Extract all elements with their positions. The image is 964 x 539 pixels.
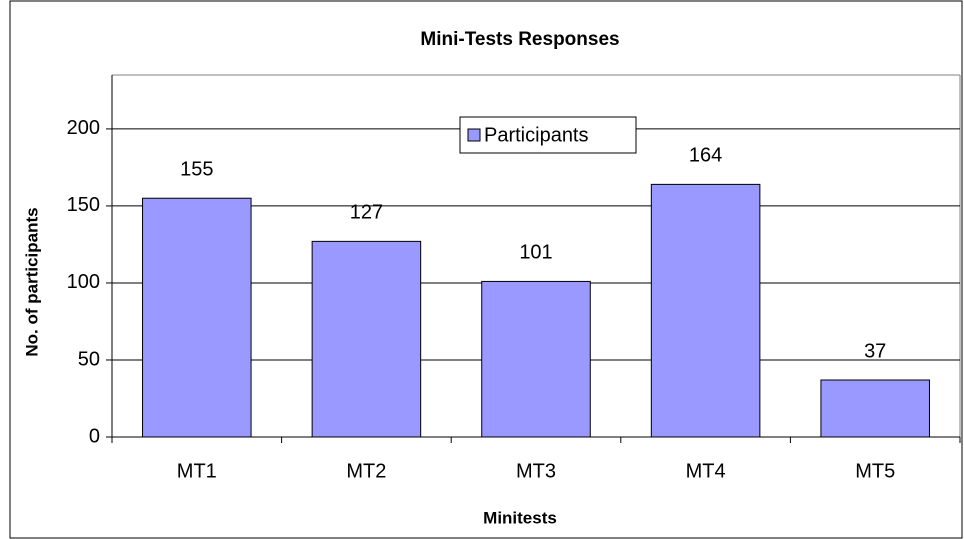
y-tick-label: 200 — [67, 117, 100, 139]
data-label: 164 — [689, 145, 722, 167]
y-tick-label: 100 — [67, 271, 100, 293]
x-tick-label: MT3 — [516, 460, 556, 482]
legend-key — [467, 128, 481, 142]
data-label: 37 — [864, 340, 886, 362]
x-tick-label: MT1 — [177, 460, 217, 482]
bar — [142, 197, 252, 438]
data-label: 101 — [519, 242, 552, 264]
y-tick-label: 150 — [67, 194, 100, 216]
x-axis-label: Minitests — [483, 508, 557, 527]
chart-title: Mini-Tests Responses — [420, 29, 619, 50]
x-tick-label: MT5 — [855, 460, 895, 482]
bar — [820, 379, 930, 438]
bar — [650, 183, 761, 438]
y-axis-label: No. of participants — [22, 207, 41, 356]
y-tick-label: 50 — [78, 348, 100, 370]
legend-box — [459, 116, 637, 154]
legend-label: Participants — [484, 124, 589, 146]
data-label: 127 — [350, 202, 383, 224]
y-tick-label: 0 — [89, 425, 100, 447]
bar — [311, 240, 422, 438]
x-tick-label: MT2 — [346, 460, 386, 482]
bar — [481, 280, 591, 438]
x-tick-label: MT4 — [686, 460, 726, 482]
data-label: 155 — [180, 159, 213, 181]
